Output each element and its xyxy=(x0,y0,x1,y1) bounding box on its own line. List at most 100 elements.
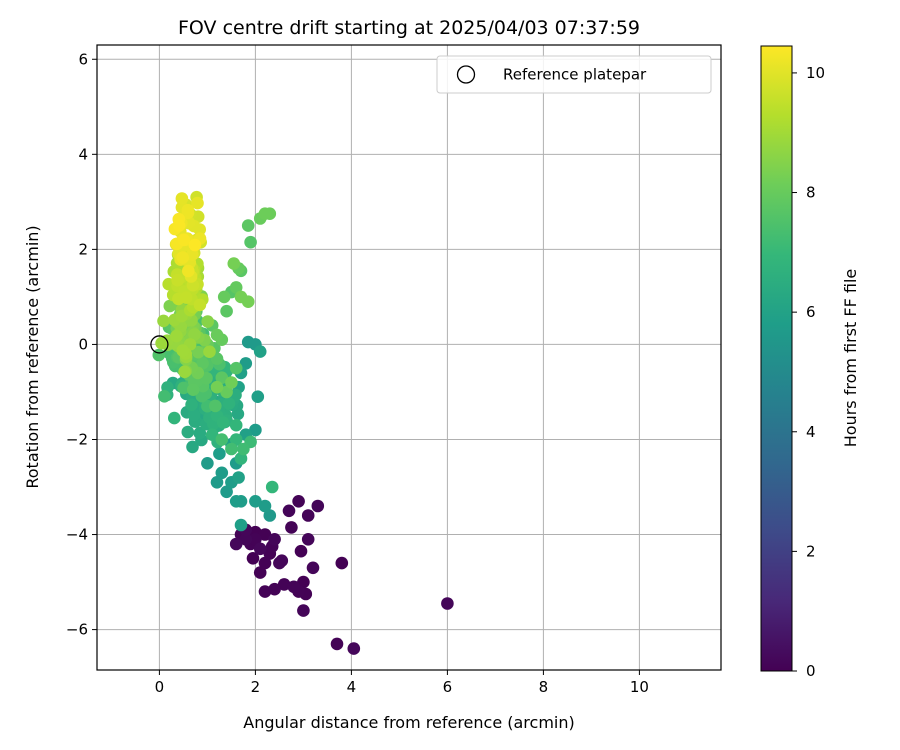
data-point xyxy=(193,426,207,440)
data-point xyxy=(201,457,214,470)
colorbar-ticks: 0 2 4 6 8 10 xyxy=(792,64,825,680)
x-tick-label: 6 xyxy=(443,678,453,696)
x-tick-label: 0 xyxy=(155,678,165,696)
data-point xyxy=(229,433,243,446)
data-point xyxy=(210,380,224,394)
data-point xyxy=(241,295,255,309)
colorbar-label: Hours from first FF file xyxy=(841,269,860,448)
y-tick-label: 4 xyxy=(78,145,88,163)
colorbar-tick-label: 6 xyxy=(806,303,816,321)
data-point xyxy=(210,476,224,489)
data-point xyxy=(186,440,199,454)
data-point xyxy=(246,552,260,565)
y-axis-ticks: −6 −4 −2 0 2 4 6 xyxy=(66,50,97,639)
x-tick-label: 2 xyxy=(251,678,261,696)
data-point xyxy=(301,509,315,522)
data-point xyxy=(268,582,281,596)
data-point xyxy=(282,504,296,518)
colorbar-tick-label: 8 xyxy=(806,184,816,202)
data-point xyxy=(205,428,219,442)
y-tick-label: −2 xyxy=(66,430,88,448)
data-point xyxy=(175,192,189,205)
data-point xyxy=(191,196,204,210)
data-point xyxy=(251,390,265,404)
data-point xyxy=(268,533,281,546)
data-point xyxy=(177,381,190,395)
data-point xyxy=(158,390,171,403)
data-point xyxy=(258,528,272,541)
data-point xyxy=(249,423,262,437)
data-point xyxy=(287,580,301,594)
data-point xyxy=(215,433,229,446)
data-point xyxy=(234,518,248,532)
y-tick-label: 2 xyxy=(78,240,88,258)
colorbar-tick-label: 0 xyxy=(806,662,816,680)
data-point xyxy=(186,248,199,261)
data-point xyxy=(209,399,222,413)
data-point xyxy=(229,495,243,508)
legend-entry: Reference platepar xyxy=(503,66,647,84)
data-point xyxy=(227,257,241,270)
data-point xyxy=(182,264,195,278)
data-point xyxy=(258,585,272,598)
data-point xyxy=(244,235,257,249)
reference-platepar-marker xyxy=(150,335,169,354)
data-point xyxy=(172,219,186,232)
colorbar-tick-label: 4 xyxy=(806,423,816,441)
data-point xyxy=(193,298,207,312)
data-point xyxy=(285,521,298,534)
legend-box xyxy=(436,55,712,94)
data-point xyxy=(176,344,189,357)
data-point xyxy=(229,537,243,551)
data-point xyxy=(215,466,229,480)
data-point xyxy=(168,411,181,425)
data-point xyxy=(294,544,308,558)
data-point xyxy=(239,533,253,546)
data-point xyxy=(330,637,344,651)
data-point xyxy=(237,442,250,456)
colorbar-tick-label: 2 xyxy=(806,542,816,560)
data-points xyxy=(150,190,454,655)
data-point xyxy=(234,452,248,465)
data-point xyxy=(225,376,238,389)
data-point xyxy=(188,238,202,252)
data-point xyxy=(239,357,253,370)
y-tick-label: 6 xyxy=(78,50,88,68)
data-point xyxy=(187,408,201,422)
data-point xyxy=(225,442,238,456)
x-tick-label: 4 xyxy=(347,678,357,696)
data-point xyxy=(210,328,224,342)
data-point xyxy=(170,329,183,343)
data-point xyxy=(216,416,230,429)
data-point xyxy=(217,290,231,304)
plot-frame xyxy=(96,44,722,671)
y-tick-label: −6 xyxy=(66,621,88,639)
data-point xyxy=(155,336,168,350)
data-point xyxy=(258,556,272,570)
data-point xyxy=(301,533,315,546)
data-point xyxy=(253,542,267,556)
data-point xyxy=(258,207,272,220)
data-point xyxy=(186,383,200,397)
data-point xyxy=(297,575,310,589)
data-point xyxy=(347,642,361,655)
data-point xyxy=(229,418,243,432)
data-point xyxy=(249,495,262,508)
data-point xyxy=(441,597,454,610)
data-point xyxy=(306,561,320,575)
data-point xyxy=(215,371,229,385)
data-point xyxy=(177,233,191,247)
data-point xyxy=(176,251,190,264)
data-point xyxy=(265,480,279,494)
x-axis-label: Angular distance from reference (arcmin) xyxy=(243,713,574,732)
data-point xyxy=(311,499,325,513)
legend: Reference platepar xyxy=(436,55,712,94)
data-point xyxy=(203,345,216,359)
data-point xyxy=(273,556,286,570)
data-point xyxy=(229,361,243,375)
data-point xyxy=(178,365,191,379)
data-point xyxy=(220,304,233,318)
x-tick-label: 8 xyxy=(539,678,549,696)
x-tick-label: 10 xyxy=(630,678,649,696)
